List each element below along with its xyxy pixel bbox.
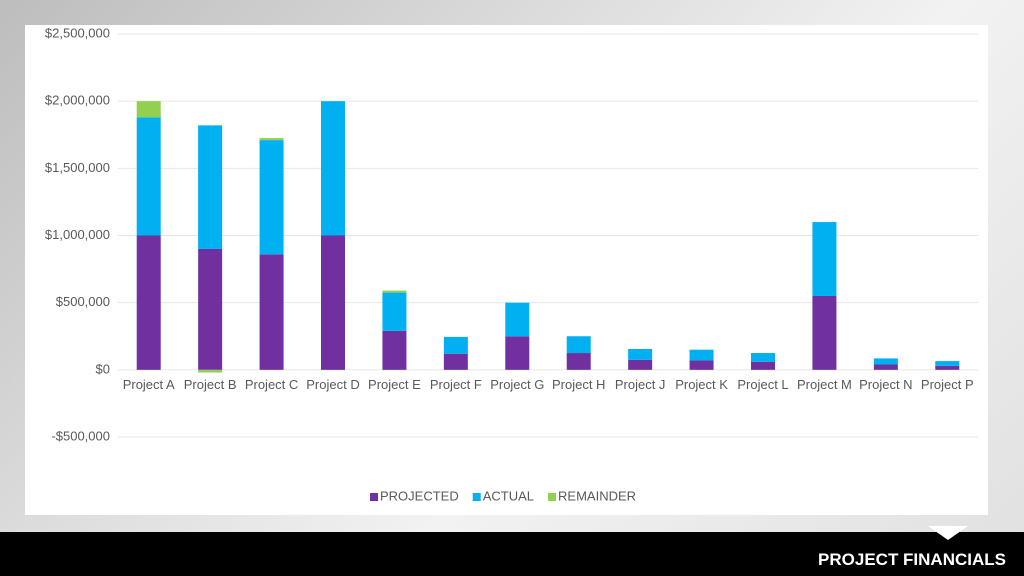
- bar-segment: [443, 353, 468, 370]
- y-tick-label: $500,000: [56, 294, 110, 309]
- bar-segment: [935, 361, 960, 366]
- y-tick-label: $1,000,000: [45, 227, 110, 242]
- bar-segment: [566, 336, 591, 354]
- bar-segment: [198, 248, 223, 370]
- y-tick-label: $0: [96, 361, 110, 376]
- slide-title: PROJECT FINANCIALS: [818, 550, 1006, 569]
- bar-segment: [505, 302, 530, 337]
- legend-swatch: [370, 493, 378, 501]
- x-tick-label: Project J: [614, 376, 666, 392]
- bar-segment: [873, 358, 898, 365]
- bar-segment: [259, 138, 284, 141]
- legend-swatch: [548, 493, 557, 501]
- x-tick-label: Project L: [737, 376, 789, 392]
- bar-segment: [259, 140, 284, 255]
- x-tick-label: Project N: [859, 376, 913, 392]
- y-tick-label: $2,000,000: [45, 93, 110, 108]
- bar-segment: [628, 349, 653, 360]
- x-tick-label: Project A: [122, 376, 175, 392]
- bar-segment: [382, 330, 407, 370]
- bar-segment: [873, 364, 898, 370]
- x-tick-label: Project H: [551, 376, 606, 392]
- bar-segment: [751, 361, 775, 370]
- bar-segment: [198, 125, 223, 249]
- bar-segment: [136, 235, 161, 370]
- x-tick-label: Project K: [675, 376, 728, 392]
- bar-segment: [505, 336, 530, 370]
- bar-segment: [382, 292, 407, 331]
- legend-label: REMAINDER: [558, 488, 636, 503]
- x-tick-label: Project D: [306, 376, 360, 392]
- x-tick-label: Project F: [429, 376, 482, 392]
- bar-segment: [198, 369, 223, 373]
- bar-segment: [136, 117, 161, 236]
- bar-segment: [321, 101, 345, 236]
- bar-segment: [751, 353, 775, 362]
- footer: PROJECT FINANCIALS: [0, 532, 1024, 576]
- legend-label: ACTUAL: [483, 488, 534, 503]
- y-tick-label: $2,500,000: [45, 25, 110, 40]
- footer-notch: [928, 526, 968, 540]
- bar-segment: [382, 290, 407, 293]
- x-tick-label: Project B: [183, 376, 237, 392]
- bar-segment: [259, 254, 284, 370]
- x-tick-label: Project P: [920, 376, 974, 392]
- bar-segment: [689, 349, 714, 361]
- x-tick-label: Project C: [244, 376, 299, 392]
- legend-swatch: [472, 493, 481, 501]
- bar-segment: [812, 222, 837, 296]
- bar-segment: [628, 359, 653, 370]
- bar-segment: [443, 336, 468, 354]
- x-tick-label: Project M: [796, 376, 852, 392]
- x-tick-label: Project E: [368, 376, 421, 392]
- bar-segment: [812, 295, 837, 370]
- bar-segment: [566, 353, 591, 370]
- y-tick-label: $1,500,000: [45, 160, 110, 175]
- bar-segment: [136, 101, 161, 118]
- bar-segment: [935, 365, 960, 370]
- x-tick-label: Project G: [490, 376, 545, 392]
- y-tick-label: -$500,000: [51, 428, 110, 443]
- bar-segment: [321, 235, 345, 370]
- bar-segment: [689, 360, 714, 370]
- legend-label: PROJECTED: [380, 488, 459, 503]
